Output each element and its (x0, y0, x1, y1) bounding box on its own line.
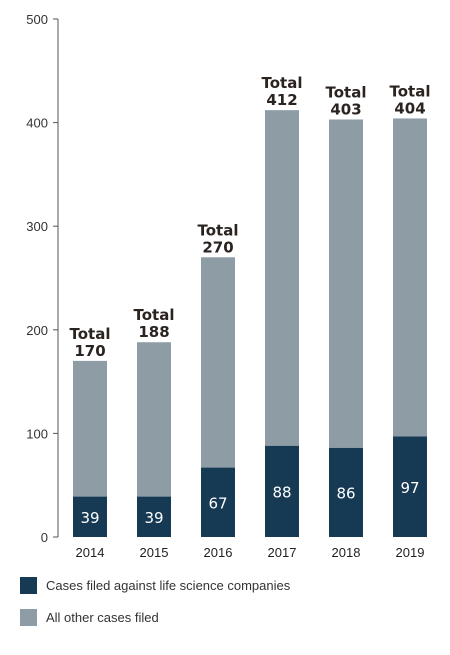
total-label-word: Total (70, 325, 111, 343)
data-label-life-science: 97 (400, 479, 419, 497)
total-label-word: Total (198, 221, 239, 239)
data-label-life-science: 39 (144, 509, 163, 527)
bar-other-cases (137, 342, 171, 497)
bar-other-cases (265, 110, 299, 446)
bar-other-cases (201, 257, 235, 468)
bar-life-science (393, 436, 427, 537)
y-tick-label: 200 (26, 323, 48, 338)
x-tick-label: 2017 (268, 545, 297, 560)
bar-life-science (73, 496, 107, 537)
legend-item-life-science: Cases filed against life science compani… (20, 572, 290, 598)
total-label-word: Total (134, 306, 175, 324)
legend-swatch-other (20, 608, 37, 626)
labels: 39Total170201439Total188201567Total27020… (70, 74, 431, 560)
data-label-life-science: 39 (80, 509, 99, 527)
total-label-value: 404 (394, 99, 425, 117)
legend-item-other: All other cases filed (20, 604, 290, 630)
bar-life-science (265, 445, 299, 537)
bar-life-science (329, 447, 363, 537)
x-tick-label: 2015 (140, 545, 169, 560)
y-tick-label: 0 (41, 530, 48, 545)
total-label-value: 403 (330, 100, 361, 118)
x-tick-label: 2018 (332, 545, 361, 560)
y-tick-label: 300 (26, 219, 48, 234)
total-label-value: 188 (138, 323, 169, 341)
total-label-value: 270 (202, 238, 233, 256)
total-label-word: Total (326, 83, 367, 101)
total-label-value: 170 (74, 342, 105, 360)
legend: Cases filed against life science compani… (20, 572, 290, 636)
total-label-word: Total (262, 74, 303, 92)
data-label-life-science: 86 (336, 484, 355, 502)
y-tick-label: 100 (26, 426, 48, 441)
x-tick-label: 2019 (396, 545, 425, 560)
bar-life-science (201, 467, 235, 537)
axes: 0 100 200 300 400 500 (26, 12, 59, 545)
data-label-life-science: 88 (272, 483, 291, 501)
total-label-word: Total (390, 82, 431, 100)
bars (73, 110, 427, 537)
total-label-value: 412 (266, 91, 297, 109)
bar-other-cases (393, 118, 427, 437)
x-tick-label: 2016 (204, 545, 233, 560)
x-tick-label: 2014 (76, 545, 105, 560)
legend-swatch-life-science (20, 576, 37, 594)
bar-other-cases (329, 119, 363, 448)
data-label-life-science: 67 (208, 494, 227, 512)
y-tick-label: 500 (26, 12, 48, 27)
y-tick-label: 400 (26, 116, 48, 131)
bar-life-science (137, 496, 171, 537)
legend-label-life-science: Cases filed against life science compani… (46, 577, 291, 593)
legend-label-other: All other cases filed (46, 609, 159, 625)
bar-other-cases (73, 360, 107, 497)
